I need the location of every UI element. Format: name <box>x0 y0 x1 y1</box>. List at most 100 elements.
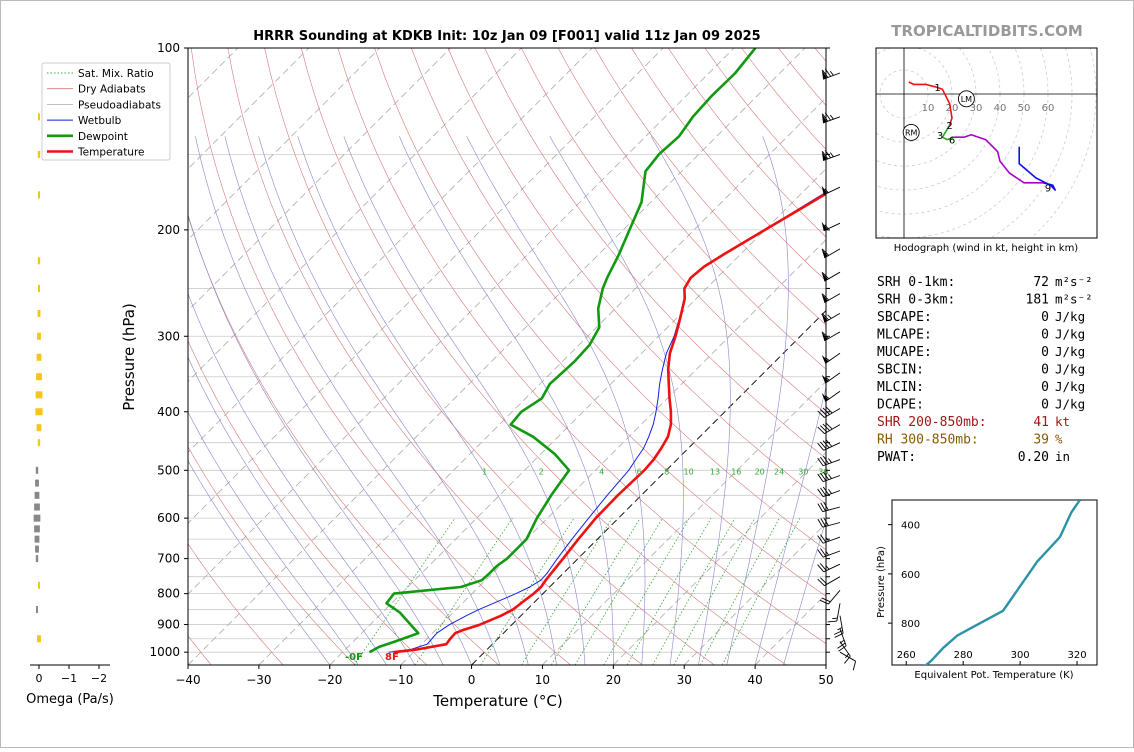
omega-bar <box>38 310 41 317</box>
index-value: 39 <box>1033 433 1049 448</box>
index-value: 0 <box>1041 310 1049 325</box>
omega-bar <box>36 467 38 474</box>
legend-entry: Pseudoadiabats <box>78 99 161 111</box>
mixing-ratio-label: 2 <box>539 468 544 477</box>
x-axis-label: Temperature (°C) <box>432 692 562 710</box>
hodograph-height-label: 1 <box>934 83 940 94</box>
index-label: PWAT: <box>877 450 916 465</box>
hodograph-height-label: 6 <box>949 136 955 147</box>
index-label: DCAPE: <box>877 398 924 413</box>
mixing-ratio-label: 1 <box>482 468 487 477</box>
index-value: 0 <box>1041 363 1049 378</box>
y-tick-label: 700 <box>157 552 180 566</box>
omega-bar <box>38 113 40 120</box>
index-value: 0 <box>1041 328 1049 343</box>
theta-e-y-tick-label: 400 <box>901 521 920 532</box>
x-tick-label: 50 <box>818 673 833 687</box>
x-tick-label: −20 <box>317 673 342 687</box>
y-tick-label: 300 <box>157 329 180 343</box>
index-label: SHR 200-850mb: <box>877 415 987 430</box>
theta-e-x-tick-label: 260 <box>897 650 916 661</box>
omega-bar <box>38 439 40 446</box>
omega-bar <box>38 285 40 292</box>
theta-e-x-label: Equivalent Pot. Temperature (K) <box>914 670 1073 681</box>
omega-bar <box>37 354 42 361</box>
index-label: MLCIN: <box>877 380 924 395</box>
omega-bar <box>38 582 40 589</box>
omega-bar <box>35 480 39 487</box>
hodograph-ring-label: 50 <box>1018 103 1031 114</box>
omega-bar <box>37 333 41 340</box>
omega-bar <box>38 151 40 158</box>
mixing-ratio-label: 20 <box>755 468 765 477</box>
index-value: 0 <box>1041 380 1049 395</box>
index-unit: in <box>1055 449 1070 464</box>
index-label: SRH 0-3km: <box>877 293 955 308</box>
hodograph-ring-label: 40 <box>994 103 1007 114</box>
y-axis-label: Pressure (hPa) <box>120 303 138 411</box>
index-unit: % <box>1055 432 1063 447</box>
theta-e-y-label: Pressure (hPa) <box>876 546 887 618</box>
theta-e-x-tick-label: 300 <box>1011 650 1030 661</box>
omega-bar <box>36 606 38 613</box>
y-tick-label: 1000 <box>149 645 180 659</box>
mixing-ratio-label: 10 <box>684 468 694 477</box>
storm-motion-label: LM <box>961 95 972 104</box>
mixing-ratio-label: 8 <box>664 468 669 477</box>
hodograph-height-label: 2 <box>946 121 952 132</box>
chart-title: HRRR Sounding at KDKB Init: 10z Jan 09 [… <box>253 29 760 44</box>
omega-bar <box>34 525 40 532</box>
legend-entry: Dry Adiabats <box>78 84 146 96</box>
index-label: SRH 0-1km: <box>877 275 955 290</box>
y-tick-label: 900 <box>157 618 180 632</box>
omega-bar <box>34 503 40 510</box>
index-label: SBCIN: <box>877 363 924 378</box>
index-label: SBCAPE: <box>877 310 932 325</box>
mixing-ratio-label: 6 <box>637 468 642 477</box>
omega-bar <box>38 257 40 264</box>
index-unit: kt <box>1055 414 1070 429</box>
omega-tick-label: 0 <box>36 672 43 685</box>
index-label: MUCAPE: <box>877 345 932 360</box>
mixing-ratio-label: 30 <box>798 468 808 477</box>
index-value: 0.20 <box>1018 450 1049 465</box>
index-unit: m²s⁻² <box>1055 292 1093 307</box>
omega-tick-label: −1 <box>61 672 77 685</box>
omega-bar <box>35 492 40 499</box>
x-tick-label: 0 <box>468 673 476 687</box>
y-tick-label: 600 <box>157 511 180 525</box>
y-tick-label: 400 <box>157 405 180 419</box>
storm-motion-label: RM <box>905 128 918 137</box>
omega-bar <box>34 515 41 522</box>
x-tick-label: −40 <box>175 673 200 687</box>
omega-bar <box>35 536 40 543</box>
x-tick-label: 30 <box>677 673 692 687</box>
omega-bar <box>36 391 43 398</box>
omega-bar <box>36 555 38 562</box>
omega-tick-label: −2 <box>91 672 107 685</box>
legend-entry: Temperature <box>77 147 145 159</box>
y-tick-label: 200 <box>157 223 180 237</box>
y-tick-label: 800 <box>157 587 180 601</box>
index-value: 72 <box>1033 275 1049 290</box>
mixing-ratio-label: 4 <box>599 468 604 477</box>
omega-bar <box>35 546 39 553</box>
hodograph-ring-label: 20 <box>946 103 959 114</box>
hodograph-ring-label: 60 <box>1042 103 1055 114</box>
index-unit: J/kg <box>1055 309 1085 324</box>
y-tick-label: 100 <box>157 41 180 55</box>
index-unit: J/kg <box>1055 327 1085 342</box>
theta-e-y-tick-label: 800 <box>901 619 920 630</box>
surface-temperature-label: 8F <box>385 652 399 663</box>
index-row: RH 300-850mb: 39% <box>877 432 1063 448</box>
index-label: RH 300-850mb: <box>877 433 979 448</box>
hodograph-caption: Hodograph (wind in kt, height in km) <box>894 243 1079 254</box>
mixing-ratio-label: 16 <box>731 468 741 477</box>
x-tick-label: −10 <box>388 673 413 687</box>
index-value: 181 <box>1026 293 1049 308</box>
index-label: MLCAPE: <box>877 328 932 343</box>
theta-e-x-tick-label: 320 <box>1068 650 1087 661</box>
x-tick-label: −30 <box>246 673 271 687</box>
